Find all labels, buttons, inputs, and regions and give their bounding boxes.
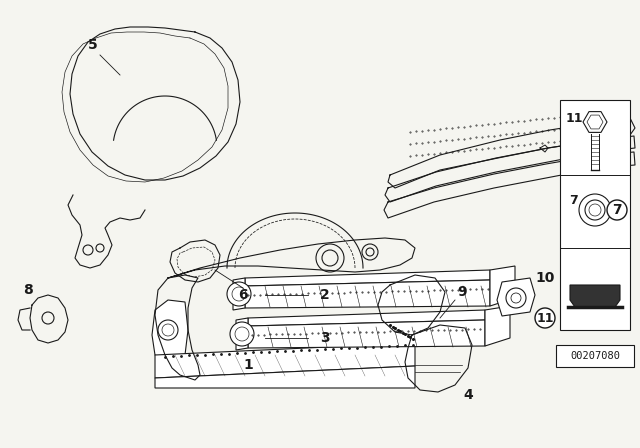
Polygon shape: [248, 310, 485, 326]
Polygon shape: [248, 320, 485, 348]
Polygon shape: [155, 343, 415, 378]
Circle shape: [506, 288, 526, 308]
Circle shape: [158, 320, 178, 340]
Circle shape: [162, 324, 174, 336]
Text: 00207080: 00207080: [570, 351, 620, 361]
Text: 9: 9: [457, 285, 467, 299]
Polygon shape: [155, 366, 415, 388]
Text: 1: 1: [243, 358, 253, 372]
Circle shape: [511, 293, 521, 303]
Polygon shape: [497, 278, 535, 316]
Circle shape: [589, 204, 601, 216]
Circle shape: [230, 322, 254, 346]
Polygon shape: [570, 285, 620, 307]
Polygon shape: [152, 300, 188, 360]
Polygon shape: [490, 266, 515, 306]
Circle shape: [232, 287, 246, 301]
Text: 8: 8: [23, 283, 33, 297]
Text: 11: 11: [565, 112, 583, 125]
Text: 5: 5: [88, 38, 98, 52]
Circle shape: [235, 327, 249, 341]
Polygon shape: [587, 115, 603, 129]
Polygon shape: [245, 280, 490, 308]
Text: 2: 2: [320, 288, 330, 302]
Text: 7: 7: [570, 194, 579, 207]
Text: 10: 10: [535, 271, 555, 285]
Bar: [560, 100, 630, 330]
Text: 3: 3: [320, 331, 330, 345]
Text: 6: 6: [238, 288, 248, 302]
Circle shape: [227, 282, 251, 306]
Bar: [556, 345, 634, 367]
Polygon shape: [485, 306, 510, 346]
Polygon shape: [233, 278, 245, 310]
Circle shape: [579, 194, 611, 226]
Polygon shape: [583, 112, 607, 133]
Circle shape: [535, 308, 555, 328]
Polygon shape: [236, 318, 248, 350]
Text: 4: 4: [463, 388, 473, 402]
Polygon shape: [245, 270, 490, 286]
Circle shape: [607, 200, 627, 220]
Text: 7: 7: [612, 203, 622, 217]
Text: 11: 11: [536, 311, 554, 324]
Circle shape: [585, 200, 605, 220]
